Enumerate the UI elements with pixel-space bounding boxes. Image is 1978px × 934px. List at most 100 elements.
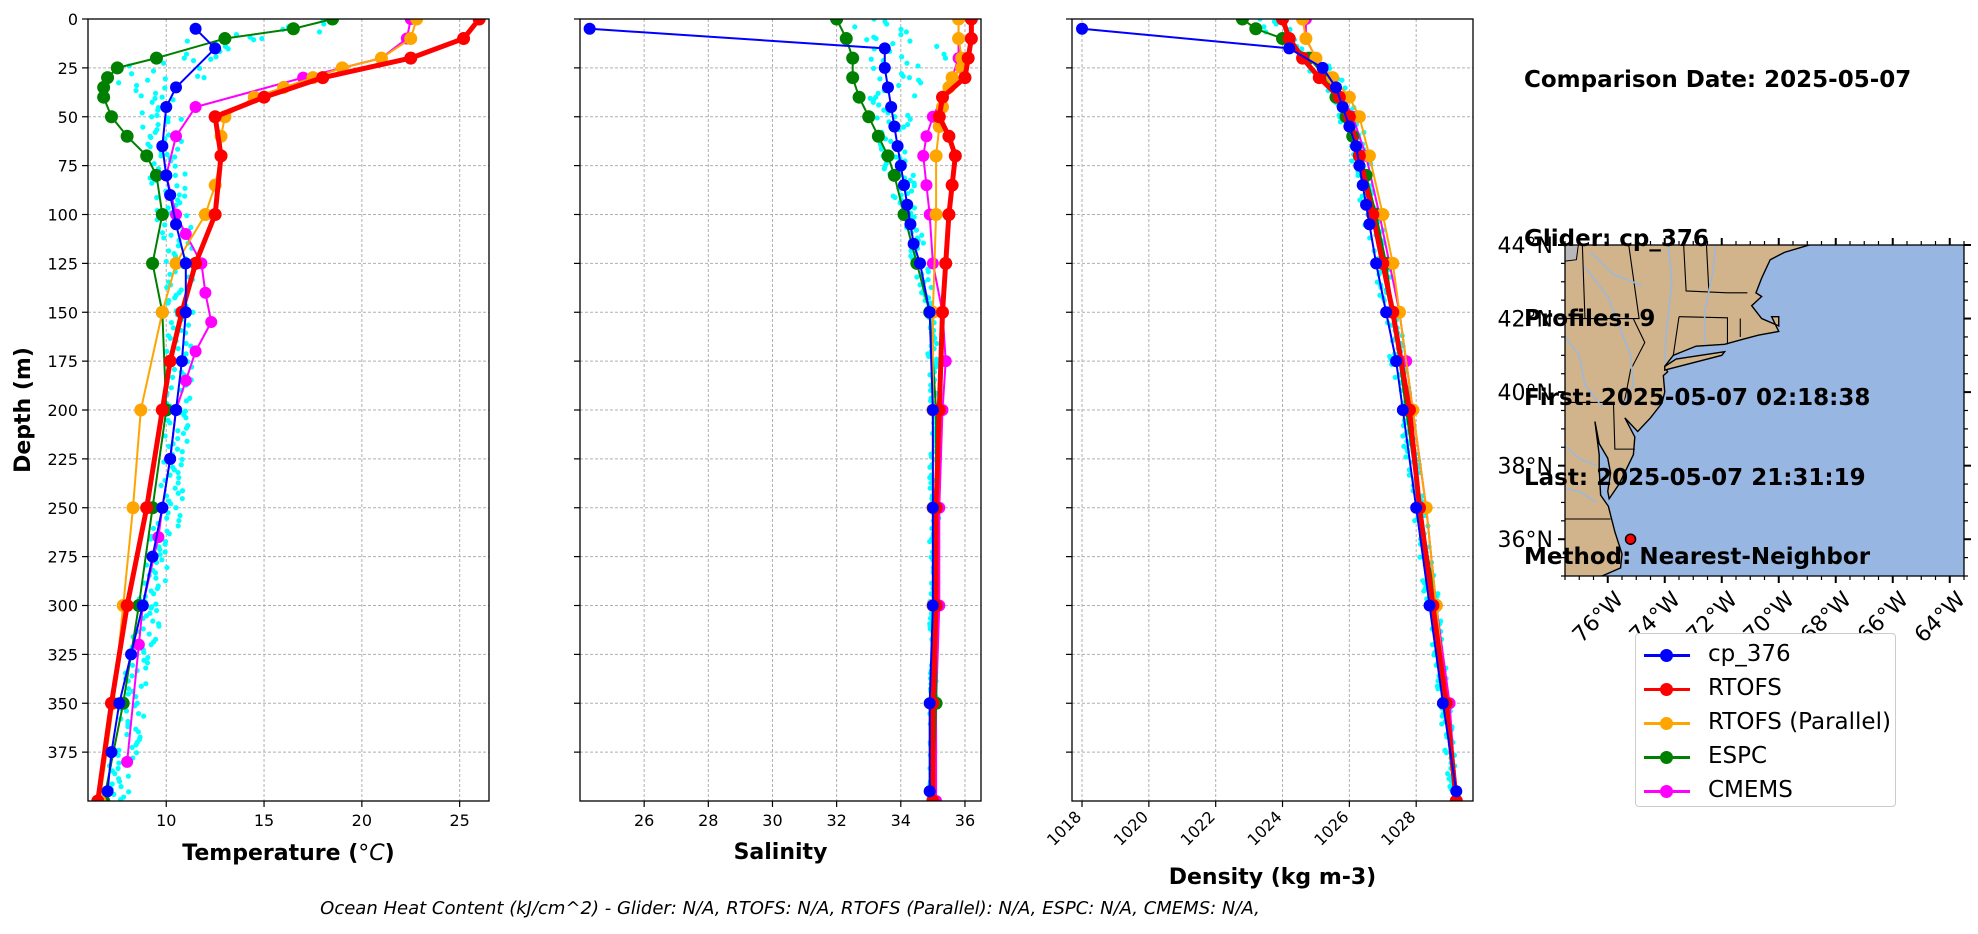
series-point xyxy=(839,32,853,46)
glider-profile-point xyxy=(890,41,896,47)
glider-profile-point xyxy=(125,773,131,779)
x-tick-label: 1028 xyxy=(1377,807,1419,849)
series-line-cp-376 xyxy=(106,28,217,792)
series-point xyxy=(205,316,218,329)
series-point xyxy=(942,129,956,143)
glider-profile-point xyxy=(899,54,905,60)
series-point xyxy=(126,501,140,515)
series-point xyxy=(887,168,901,182)
y-tick-label: 175 xyxy=(47,352,78,371)
glider-profile-point xyxy=(321,21,327,27)
x-tick-label: 28 xyxy=(698,811,718,830)
glider-profile-point xyxy=(870,99,876,105)
glider-profile-point xyxy=(914,274,920,280)
glider-profile-point xyxy=(201,75,207,81)
series-point xyxy=(878,42,891,55)
glider-profile-point xyxy=(1443,750,1450,756)
series-point xyxy=(936,90,950,104)
state-border xyxy=(1621,318,1646,406)
glider-profile-point xyxy=(164,564,170,571)
series-point xyxy=(945,71,959,85)
glider-profile-point xyxy=(188,224,194,231)
glider-profile-point xyxy=(852,24,858,30)
glider-profile-point xyxy=(149,99,155,105)
series-point xyxy=(901,198,914,211)
series-point xyxy=(104,110,118,124)
x-tick-label: 36 xyxy=(955,811,975,830)
series-point xyxy=(1352,149,1366,163)
state-border xyxy=(1678,316,1728,345)
glider-profile-point xyxy=(896,82,902,89)
series-point xyxy=(1276,19,1290,26)
glider-profile-point xyxy=(172,485,178,491)
glider-profile-point xyxy=(152,570,159,576)
glider-profile-point xyxy=(185,322,192,328)
glider-profile-point xyxy=(165,205,171,211)
glider-profile-point xyxy=(133,82,140,89)
map-content xyxy=(1565,245,1964,576)
glider-profile-point xyxy=(903,29,909,35)
series-point xyxy=(952,32,966,46)
legend-swatch-marker xyxy=(1660,785,1673,798)
x-axis-label: Temperature (°C) xyxy=(182,841,394,866)
glider-profile-point xyxy=(147,144,153,150)
glider-profile-point xyxy=(180,430,187,437)
glider-profile-point xyxy=(162,76,168,82)
series-point xyxy=(189,256,203,270)
glider-profile-point xyxy=(141,649,147,656)
series-point xyxy=(923,306,936,319)
series-point xyxy=(939,256,953,270)
series-point xyxy=(199,286,212,299)
plot-area xyxy=(1076,19,1463,801)
series-point xyxy=(920,130,933,143)
glider-profile-point xyxy=(152,129,158,135)
series-point xyxy=(907,237,920,250)
glider-profile-point xyxy=(181,55,187,61)
first-time-text: First: 2025-05-07 02:18:38 xyxy=(1524,385,1871,411)
x-tick-label: 1022 xyxy=(1177,807,1219,849)
x-tick-label: 15 xyxy=(254,811,274,830)
series-line-rtofs xyxy=(95,19,482,801)
series-point xyxy=(914,257,927,270)
series-point xyxy=(146,550,159,563)
glider-profile-point xyxy=(168,385,174,391)
series-point xyxy=(952,19,966,26)
series-point xyxy=(958,71,972,85)
series-point xyxy=(929,208,943,221)
series-point xyxy=(891,140,904,153)
glider-profile-point xyxy=(876,102,882,108)
glider-profile-point xyxy=(1421,588,1427,594)
glider-profile-point xyxy=(184,213,190,219)
glider-profile-point xyxy=(163,258,169,265)
glider-profile-point xyxy=(170,325,177,331)
legend-swatch-marker xyxy=(1660,649,1673,662)
glider-profile-point xyxy=(913,227,920,233)
long-island xyxy=(1664,350,1727,371)
glider-profile-point xyxy=(174,446,181,452)
y-tick-label: 225 xyxy=(47,450,78,469)
glider-profile-point xyxy=(129,744,135,751)
series-point xyxy=(97,90,111,104)
series-point xyxy=(1342,90,1356,104)
series-point xyxy=(1352,110,1366,124)
legend-swatch-marker xyxy=(1660,751,1673,764)
map-lat-label: 44°N xyxy=(1498,234,1553,259)
glider-profile-point xyxy=(942,55,949,61)
series-point xyxy=(1336,100,1349,113)
glider-profile-point xyxy=(128,71,135,77)
river xyxy=(1703,245,1717,345)
glider-profile-point xyxy=(251,37,257,43)
legend-item-cmems: CMEMS xyxy=(1636,776,1895,806)
state-border xyxy=(1683,245,1748,294)
glider-profile-point xyxy=(129,673,135,679)
series-point xyxy=(404,32,418,46)
glider-id-text: Glider: cp_376 xyxy=(1524,226,1709,252)
series-point xyxy=(1396,404,1409,416)
glider-profile-point xyxy=(129,662,136,668)
glider-profile-point xyxy=(920,240,926,246)
y-tick-label: 75 xyxy=(58,157,78,176)
glider-profile-point xyxy=(153,575,159,581)
river xyxy=(1663,245,1673,363)
river xyxy=(1565,487,1597,504)
river xyxy=(1565,335,1603,408)
